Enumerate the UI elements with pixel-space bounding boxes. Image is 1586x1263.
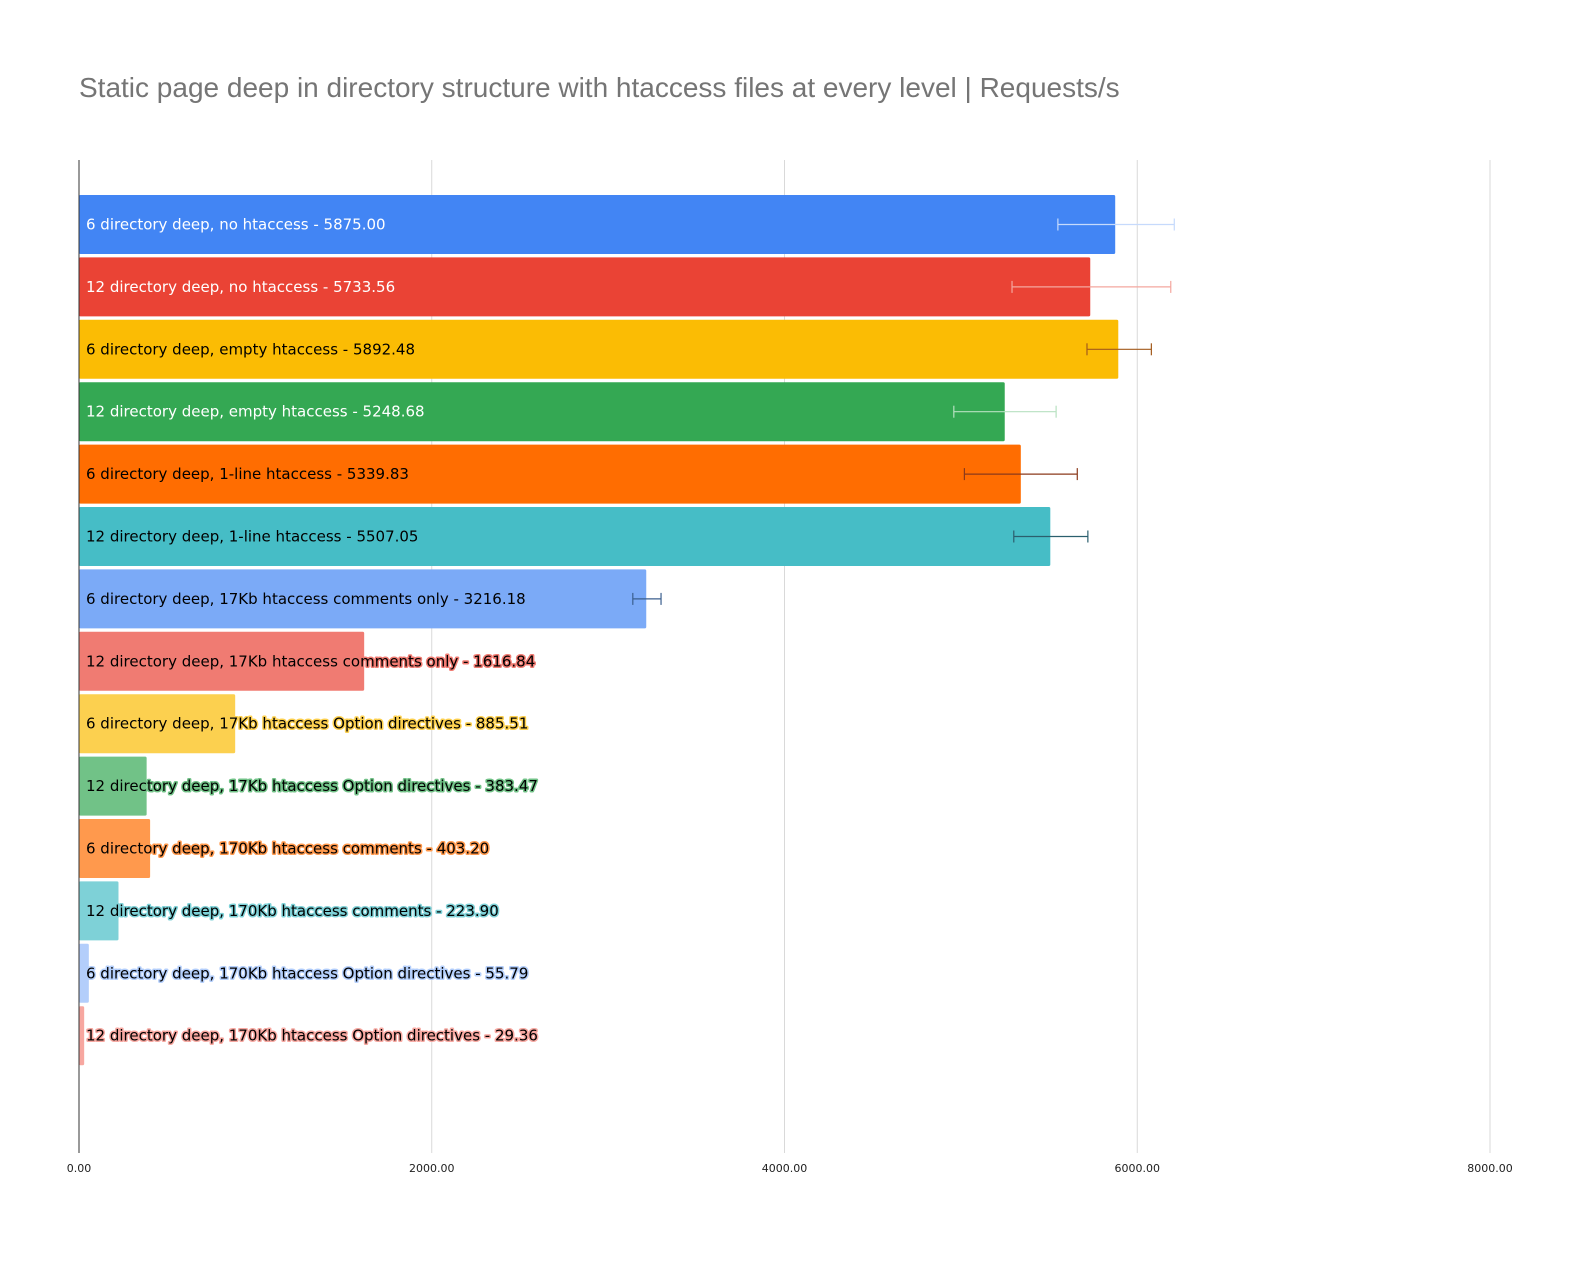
- bar-data-label: 6 directory deep, 17Kb htaccess Option d…: [86, 715, 528, 733]
- bar: [79, 756, 147, 816]
- bar-data-label: 12 directory deep, 17Kb htaccess Option …: [86, 777, 538, 795]
- bar-data-label: 12 directory deep, 17Kb htaccess comment…: [86, 652, 535, 670]
- x-tick-label: 8000.00: [1467, 1162, 1513, 1175]
- x-tick-label: 2000.00: [409, 1162, 455, 1175]
- bar: [79, 943, 89, 1003]
- bar: [79, 444, 1021, 504]
- bar: [79, 507, 1051, 566]
- bar-data-label: 6 directory deep, 170Kb htaccess comment…: [86, 840, 489, 858]
- bar: [79, 694, 236, 754]
- bar: [79, 257, 1091, 317]
- bars: [79, 195, 1119, 1066]
- x-tick-label: 4000.00: [762, 1162, 808, 1175]
- bar: [79, 881, 119, 941]
- bar-data-label: 6 directory deep, 170Kb htaccess Option …: [86, 964, 528, 982]
- bar: [79, 569, 647, 629]
- bar-data-label: 12 directory deep, 1-line htaccess - 550…: [86, 528, 418, 546]
- bar: [79, 819, 151, 878]
- bar-data-label: 6 directory deep, 1-line htaccess - 5339…: [86, 465, 409, 483]
- bar-data-label: 12 directory deep, 170Kb htaccess commen…: [86, 902, 499, 920]
- bar-data-label: 6 directory deep, no htaccess - 5875.00: [86, 216, 386, 234]
- bar-data-label: 6 directory deep, empty htaccess - 5892.…: [86, 340, 415, 358]
- bar: [79, 631, 365, 691]
- bar: [79, 319, 1119, 379]
- error-bars: [632, 218, 1175, 605]
- bar: [79, 1006, 85, 1066]
- chart-title: Static page deep in directory structure …: [79, 72, 1120, 103]
- bar-data-label: 12 directory deep, empty htaccess - 5248…: [86, 403, 425, 421]
- bar: [79, 382, 1005, 442]
- x-axis-ticks: 0.00 2000.00 4000.00 6000.00 8000.00: [67, 1162, 1513, 1175]
- bar-data-label: 12 directory deep, 170Kb htaccess Option…: [86, 1027, 538, 1045]
- bar: [79, 195, 1116, 254]
- x-tick-label: 6000.00: [1115, 1162, 1161, 1175]
- bar-data-label: 12 directory deep, no htaccess - 5733.56: [86, 278, 395, 296]
- bar-data-label: 6 directory deep, 17Kb htaccess comments…: [86, 590, 526, 608]
- x-tick-label: 0.00: [67, 1162, 92, 1175]
- data-labels: 6 directory deep, no htaccess - 5875.00 1…: [85, 216, 540, 1047]
